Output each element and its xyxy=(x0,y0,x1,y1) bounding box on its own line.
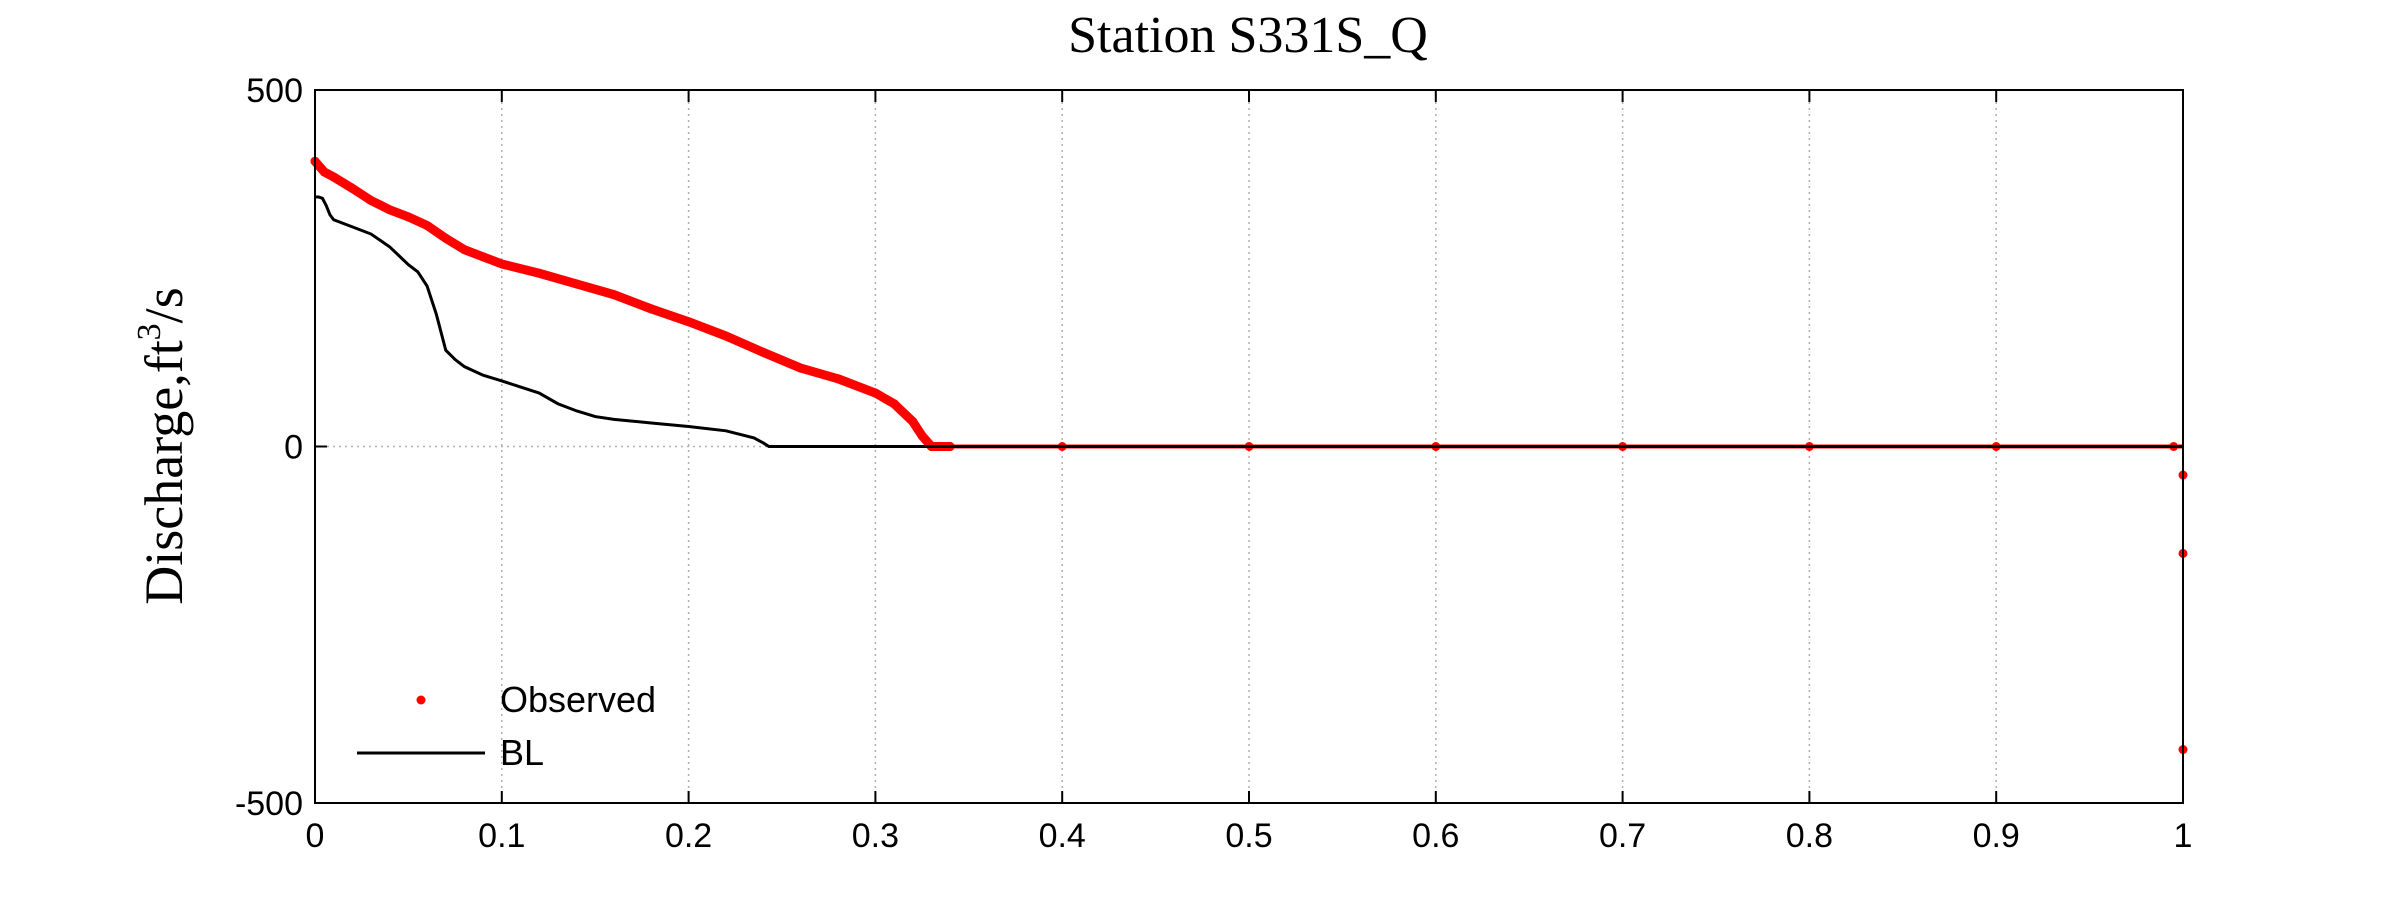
x-tick-label: 0.7 xyxy=(1599,817,1646,855)
y-tick-label: 500 xyxy=(246,72,303,110)
legend-bl-label: BL xyxy=(500,732,544,773)
legend-observed-label: Observed xyxy=(500,679,656,720)
y-axis-label-units: /s xyxy=(134,287,194,323)
series-observed-point xyxy=(385,205,395,215)
y-axis-label-main: Discharge,ft xyxy=(134,340,194,604)
series-observed-point xyxy=(758,347,768,357)
x-tick-label: 0.6 xyxy=(1412,817,1459,855)
series-observed-point xyxy=(796,363,806,373)
series-observed-point xyxy=(441,233,451,243)
series-observed-point xyxy=(572,279,582,289)
x-tick-label: 0.2 xyxy=(665,817,712,855)
data-series xyxy=(310,156,2188,755)
series-observed-point xyxy=(609,290,619,300)
x-tick-label: 1 xyxy=(2174,817,2193,855)
x-tick-label: 0.3 xyxy=(852,817,899,855)
series-observed-point xyxy=(403,212,413,222)
chart-title: Station S331S_Q xyxy=(1068,7,1428,64)
series-observed-point xyxy=(478,252,488,262)
series-observed-point xyxy=(459,245,469,255)
legend: Observed BL xyxy=(357,679,656,773)
x-tick-label: 0.8 xyxy=(1786,817,1833,855)
series-observed-point xyxy=(497,259,507,269)
y-axis-label: Discharge,ft3/s xyxy=(131,287,194,604)
series-observed-point xyxy=(366,196,376,206)
series-observed-point xyxy=(833,374,843,384)
y-axis-label-superscript: 3 xyxy=(131,323,168,340)
x-tick-label: 0.1 xyxy=(478,817,525,855)
y-tick-label: 0 xyxy=(284,429,303,467)
y-tick-label: -500 xyxy=(235,785,303,823)
series-bl-line xyxy=(315,195,2183,448)
x-tick-label: 0 xyxy=(306,817,325,855)
series-observed-point xyxy=(319,167,329,177)
series-observed-point xyxy=(889,399,899,409)
x-tick-label: 0.9 xyxy=(1973,817,2020,855)
series-observed-point xyxy=(917,431,927,441)
series-observed-point xyxy=(908,417,918,427)
series-observed-point xyxy=(646,304,656,314)
series-observed-point xyxy=(534,268,544,278)
series-observed-point xyxy=(329,172,339,182)
series-observed-point xyxy=(721,331,731,341)
series-observed-point xyxy=(870,388,880,398)
tick-marks xyxy=(314,89,2184,804)
legend-observed-marker xyxy=(416,695,426,705)
series-observed-point xyxy=(422,220,432,230)
series-observed-point xyxy=(684,317,694,327)
x-tick-label: 0.5 xyxy=(1225,817,1272,855)
series-observed-point xyxy=(347,183,357,193)
grid-lines xyxy=(315,90,2183,803)
x-tick-label: 0.4 xyxy=(1039,817,1086,855)
